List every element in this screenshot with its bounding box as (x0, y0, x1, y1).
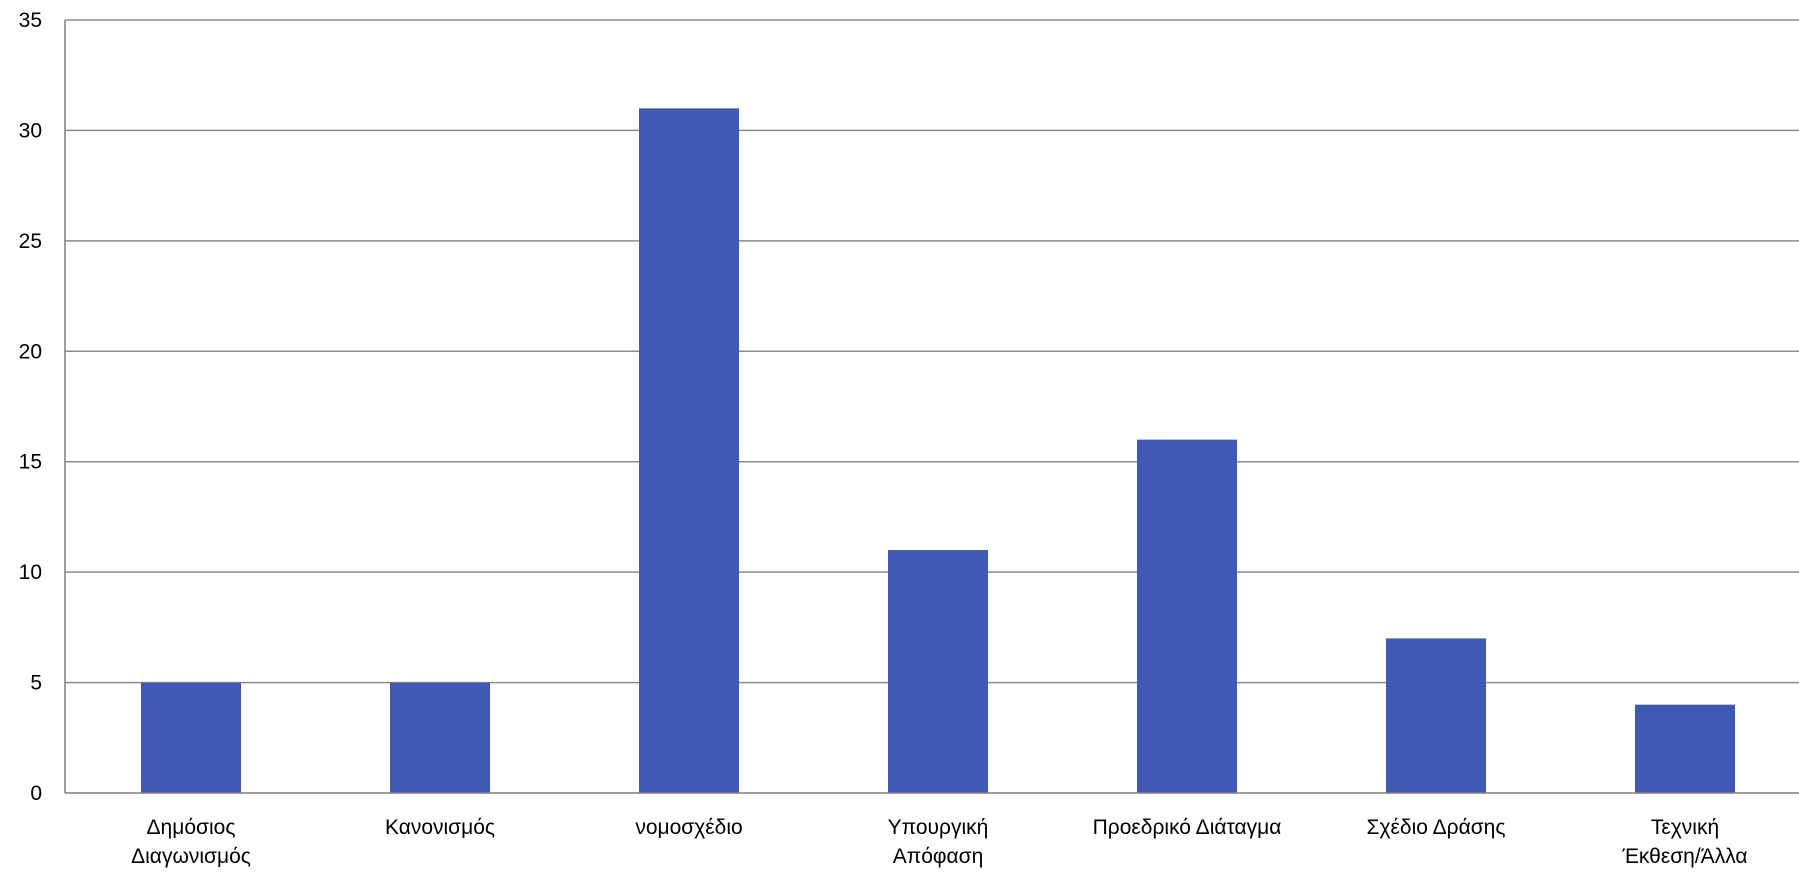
y-tick-label: 30 (19, 119, 42, 142)
x-category-label: νομοσχέδιο (635, 816, 742, 839)
y-tick-label: 5 (30, 672, 42, 695)
bar-6 (1635, 704, 1735, 793)
bars (141, 108, 1735, 794)
y-tick-label: 15 (19, 451, 42, 474)
x-category-label: Προεδρικό Διάταγμα (1093, 816, 1282, 839)
x-category-label-line: Δημόσιος (147, 816, 236, 839)
x-category-label-line: Υπουργική (888, 816, 989, 839)
y-tick-label: 0 (30, 782, 42, 805)
x-category-label-line: Έκθεση/Άλλα (1621, 845, 1747, 868)
x-category-label: Τεχνική Έκθεση/Άλλα (1621, 816, 1747, 868)
bar-5 (1386, 638, 1486, 793)
x-category-label-line: Σχέδιο Δράσης (1367, 816, 1506, 839)
x-category-labels: Δημόσιος Διαγωνισμός Κανονισμός νομοσχέδιο Υ… (131, 816, 1747, 868)
y-tick-label: 35 (19, 9, 42, 32)
x-category-label-line: νομοσχέδιο (635, 816, 742, 839)
x-category-label-line: Τεχνική (1651, 816, 1719, 839)
bar-4 (1137, 439, 1237, 793)
x-category-label-line: Διαγωνισμός (131, 845, 251, 868)
gridlines (65, 19, 1799, 684)
y-tick-label: 25 (19, 230, 42, 253)
y-tick-label: 10 (19, 561, 42, 584)
bar-1 (390, 682, 490, 793)
x-category-label-line: Κανονισμός (385, 816, 495, 839)
x-category-label: Υπουργική Απόφαση (888, 816, 989, 868)
y-tick-label: 20 (19, 340, 42, 363)
x-category-label: Δημόσιος Διαγωνισμός (131, 816, 251, 868)
bar-2 (639, 108, 739, 794)
bar-3 (888, 550, 988, 793)
y-tick-labels: 0 5 10 15 20 25 30 35 (19, 9, 42, 805)
x-category-label-line: Απόφαση (893, 845, 984, 868)
x-category-label: Σχέδιο Δράσης (1367, 816, 1506, 839)
bar-0 (141, 682, 241, 793)
x-category-label: Κανονισμός (385, 816, 495, 839)
axes (64, 20, 1799, 794)
x-category-label-line: Προεδρικό Διάταγμα (1093, 816, 1282, 839)
